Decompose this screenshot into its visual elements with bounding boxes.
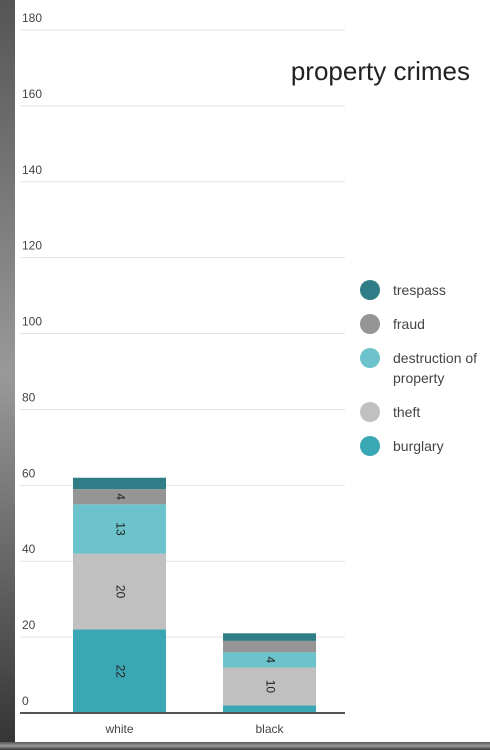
legend-item: theft (360, 402, 488, 422)
value-label: 22 (113, 665, 127, 679)
y-tick-label: 160 (22, 87, 42, 101)
bar-segment (73, 504, 166, 554)
value-label: 4 (263, 657, 277, 664)
legend-item: trespass (360, 280, 488, 300)
y-tick-label: 0 (22, 694, 29, 708)
y-tick-label: 120 (22, 239, 42, 253)
legend-swatch (360, 402, 380, 422)
y-tick-label: 100 (22, 315, 42, 329)
value-label: 20 (113, 585, 127, 599)
legend-label: trespass (393, 282, 446, 298)
bar-segment (73, 553, 166, 630)
chart-title: property crimes (291, 56, 470, 86)
y-tick-label: 40 (22, 542, 36, 556)
x-tick-label: black (255, 722, 284, 736)
legend-swatch (360, 436, 380, 456)
legend-label: destruction of property (393, 350, 478, 386)
bar-segment (223, 640, 316, 653)
legend-swatch (360, 348, 380, 368)
y-tick-label: 140 (22, 163, 42, 177)
legend-item: destruction of property (360, 348, 488, 388)
legend-item: fraud (360, 314, 488, 334)
x-tick-label: white (104, 722, 133, 736)
legend-label: burglary (393, 438, 444, 454)
value-label: 13 (113, 522, 127, 536)
legend-label: theft (393, 404, 421, 420)
legend-label: fraud (393, 316, 425, 332)
bar-segment (223, 667, 316, 706)
background-strip (0, 0, 15, 750)
background-strip (0, 742, 490, 750)
legend-item: burglary (360, 436, 488, 456)
bar-segment (73, 489, 166, 505)
bar-segment (73, 629, 166, 713)
y-tick-label: 20 (22, 618, 36, 632)
value-label: 10 (263, 680, 277, 694)
legend-swatch (360, 280, 380, 300)
bar-segment (73, 477, 166, 490)
y-tick-label: 180 (22, 11, 42, 25)
bar-segment (223, 633, 316, 641)
y-tick-label: 80 (22, 390, 36, 404)
legend: trespass fraud destruction of property thef… (360, 280, 488, 470)
bar-segment (223, 652, 316, 668)
legend-swatch (360, 314, 380, 334)
bar-segment (223, 705, 316, 713)
value-label: 4 (113, 493, 127, 500)
y-tick-label: 60 (22, 466, 36, 480)
